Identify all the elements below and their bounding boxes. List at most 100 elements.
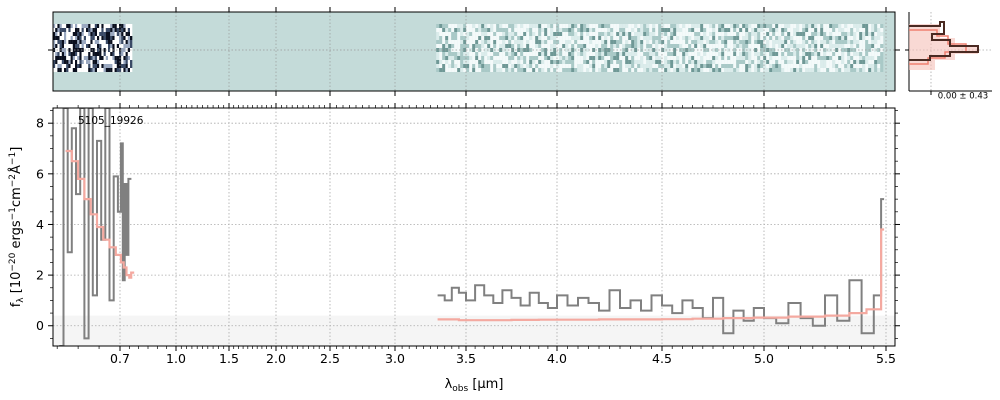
spectrum-2d-pixel [460,40,464,44]
data-series-segment-0 [59,108,132,346]
spectrum-2d-pixel [667,36,671,40]
spectrum-2d-pixel [661,52,665,56]
spectrum-2d-pixel [481,60,485,64]
spectrum-2d-pixel [826,36,830,40]
spectrum-2d-pixel [460,48,464,52]
spectrum-2d-pixel [481,36,485,40]
spectrum-2d-pixel [775,24,779,28]
spectrum-2d-pixel [81,60,84,64]
spectrum-2d-pixel [544,36,548,40]
spectrum-2d-pixel [724,32,728,36]
spectrum-2d-pixel [742,24,746,28]
spectrum-2d-pixel [751,64,755,68]
spectrum-2d-pixel [664,36,668,40]
spectrum-2d-pixel [619,52,623,56]
spectrum-2d-pixel [856,40,860,44]
spectrum-2d-pixel [460,56,464,60]
spectrum-2d-pixel [763,60,767,64]
spectrum-2d-pixel [70,44,73,48]
spectrum-2d-pixel [682,52,686,56]
spectrum-2d-pixel [445,36,449,40]
spectrum-2d-pixel [652,52,656,56]
spectrum-2d-pixel [838,48,842,52]
spectrum-2d-pixel [125,32,128,36]
spectrum-2d-pixel [502,24,506,28]
spectrum-2d-pixel [538,68,542,72]
spectrum-2d-pixel [784,64,788,68]
spectrum-2d-pixel [547,60,551,64]
spectrum-2d-pixel [712,40,716,44]
spectrum-2d-pixel [790,44,794,48]
spectrum-2d-pixel [568,64,572,68]
spectrum-2d-pixel [463,64,467,68]
spectrum-2d-pixel [856,36,860,40]
spectrum-2d-pixel [646,32,650,36]
spectrum-2d-pixel [781,68,785,72]
spectrum-2d-pixel [529,64,533,68]
spectrum-2d-pixel [469,32,473,36]
spectrum-2d-pixel [94,60,98,64]
spectrum-2d-pixel [490,64,494,68]
spectrum-2d-pixel [649,44,653,48]
spectrum-2d-pixel [703,56,707,60]
spectrum-2d-pixel [81,36,84,40]
spectrum-2d-pixel [475,44,479,48]
spectrum-2d-pixel [625,40,629,44]
spectrum-2d-pixel [442,48,446,52]
spectrum-2d-pixel [508,64,512,68]
spectrum-2d-pixel [77,60,80,64]
spectrum-2d-pixel [808,44,812,48]
spectrum-2d-pixel [589,48,593,52]
spectrum-2d-pixel [601,24,605,28]
spectrum-2d-pixel [454,52,458,56]
spectrum-2d-pixel [796,32,800,36]
spectrum-2d-pixel [514,36,518,40]
spectrum-2d-pixel [86,60,89,64]
spectrum-2d-pixel [130,40,133,44]
spectrum-2d-pixel [661,28,665,32]
spectrum-2d-pixel [589,60,593,64]
spectrum-2d-pixel [523,44,527,48]
spectrum-2d-pixel [101,64,104,68]
spectrum-2d-pixel [673,44,677,48]
spectrum-2d-pixel [595,64,599,68]
spectrum-2d-pixel [868,32,872,36]
spectrum-2d-pixel [114,32,117,36]
spectrum-2d-pixel [88,24,91,28]
spectrum-2d-pixel [127,28,131,32]
spectrum-2d-pixel [637,60,641,64]
spectrum-2d-pixel [748,68,752,72]
spectrum-2d-pixel [604,40,608,44]
spectrum-2d-pixel [790,68,794,72]
spectrum-2d-pixel [92,60,95,64]
spectrum-2d-pixel [661,64,665,68]
spectrum-2d-pixel [754,52,758,56]
spectrum-2d-pixel [706,44,710,48]
spectrum-2d-pixel [880,52,884,56]
spectrum-2d-pixel [733,52,737,56]
spectrum-2d-pixel [652,68,656,72]
spectrum-2d-pixel [817,48,821,52]
spectrum-2d-pixel [574,44,578,48]
spectrum-2d-pixel [478,24,482,28]
spectrum-2d-pixel [685,28,689,32]
spectrum-2d-pixel [628,52,632,56]
spectrum-2d-pixel [850,52,854,56]
spectrum-2d-pixel [55,44,58,48]
spectrum-2d-pixel [859,60,863,64]
spectrum-2d-pixel [562,60,566,64]
spectrum-2d-pixel [772,60,776,64]
spectrum-2d-pixel [86,64,89,68]
spectrum-2d-pixel [535,36,539,40]
spectrum-2d-pixel [625,28,629,32]
spectrum-2d-pixel [523,56,527,60]
spectrum-2d-pixel [688,64,692,68]
spectrum-2d-pixel [703,36,707,40]
spectrum-2d-pixel [487,60,491,64]
spectrum-2d-pixel [562,24,566,28]
spectrum-2d-pixel [105,24,109,28]
spectrum-2d-pixel [97,64,100,68]
spectrum-2d-pixel [127,24,131,28]
